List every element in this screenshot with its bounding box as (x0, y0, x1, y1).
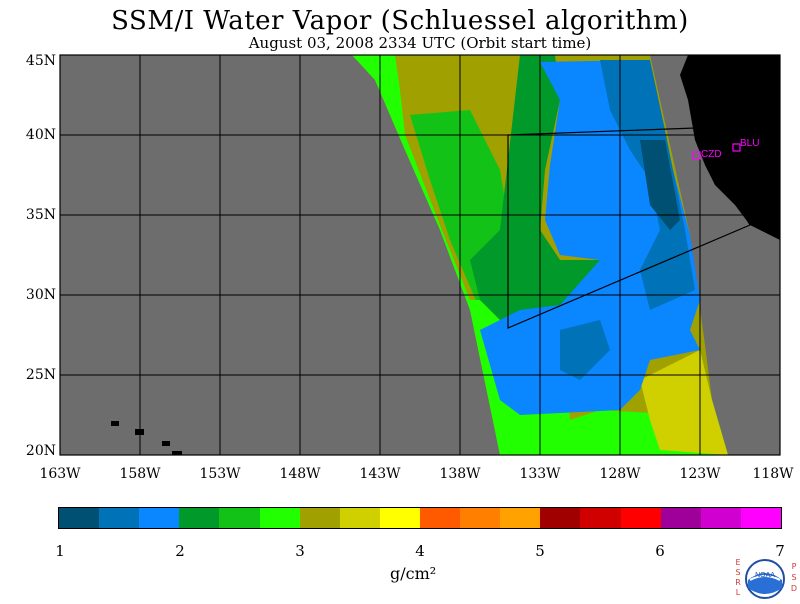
colorbar (58, 507, 782, 529)
colorbar-swatch-13 (540, 508, 581, 528)
lon-label-133w: 133W (519, 466, 561, 482)
lon-label-138w: 138W (439, 466, 481, 482)
map-gridlines (60, 55, 780, 455)
swath-mediumblue (600, 60, 695, 310)
station-blu-label: BLU (740, 138, 759, 149)
colorbar-swatch-10 (419, 508, 461, 528)
colorbar-swatch-14 (580, 508, 621, 528)
swath-olive-south (640, 350, 728, 455)
colorbar-swatch-7 (299, 508, 340, 528)
lat-label-25n: 25N (25, 367, 56, 383)
lon-label-123w: 123W (679, 466, 721, 482)
colorbar-tick-5: 5 (535, 542, 545, 560)
colorbar-swatch-11 (460, 508, 501, 528)
lon-label-153w: 153W (199, 466, 241, 482)
colorbar-tick-1: 1 (55, 542, 65, 560)
colorbar-swatch-3 (139, 508, 180, 528)
swath-blue-patch (560, 320, 610, 380)
land-california (680, 55, 780, 240)
colorbar-swatch-16 (660, 508, 701, 528)
colorbar-swatch-2 (99, 508, 140, 528)
lon-label-158w: 158W (119, 466, 161, 482)
map-frame (59, 54, 781, 456)
island-kauai (111, 421, 119, 426)
map-subtitle: August 03, 2008 2334 UTC (Orbit start ti… (248, 34, 592, 52)
map-title: SSM/I Water Vapor (Schluessel algorithm) (111, 6, 689, 36)
swath-darkgreen (470, 55, 600, 320)
colorbar-tick-4: 4 (415, 542, 425, 560)
colorbar-swatch-5 (219, 508, 260, 528)
station-czd-label: CZD (701, 149, 722, 160)
lat-label-20n: 20N (25, 443, 56, 459)
region-outline (507, 127, 751, 329)
colorbar-tick-6: 6 (655, 542, 665, 560)
colorbar-tick-3: 3 (295, 542, 305, 560)
colorbar-swatch-12 (500, 508, 541, 528)
lon-label-148w: 148W (279, 466, 321, 482)
lat-label-40n: 40N (25, 127, 56, 143)
colorbar-swatch-9 (379, 508, 420, 528)
colorbar-tick-7: 7 (775, 542, 785, 560)
station-blu-marker (732, 143, 741, 152)
lat-label-35n: 35N (25, 207, 56, 223)
swath-darkblue (640, 140, 680, 230)
svg-text:NOAA: NOAA (755, 572, 775, 579)
colorbar-swatch-1 (59, 508, 100, 528)
lat-label-30n: 30N (25, 287, 56, 303)
island-maui (162, 441, 170, 446)
colorbar-swatch-17 (700, 508, 741, 528)
colorbar-swatch-8 (339, 508, 380, 528)
noaa-seal-icon: NOAA (745, 559, 785, 599)
colorbar-swatch-18 (740, 508, 781, 528)
lat-label-45n: 45N (25, 53, 56, 69)
lon-label-118w: 118W (752, 466, 794, 482)
colorbar-tick-2: 2 (175, 542, 185, 560)
colorbar-swatch-4 (179, 508, 220, 528)
colorbar-swatch-6 (259, 508, 300, 528)
colorbar-units: g/cm² (390, 564, 437, 583)
noaa-logo: NOAA E S R L P S D (734, 556, 797, 600)
lon-label-143w: 143W (359, 466, 401, 482)
colorbar-swatch-15 (620, 508, 661, 528)
lon-label-128w: 128W (599, 466, 641, 482)
lon-label-163w: 163W (39, 466, 81, 482)
island-hawaii (172, 451, 182, 455)
station-czd-marker (692, 151, 701, 160)
